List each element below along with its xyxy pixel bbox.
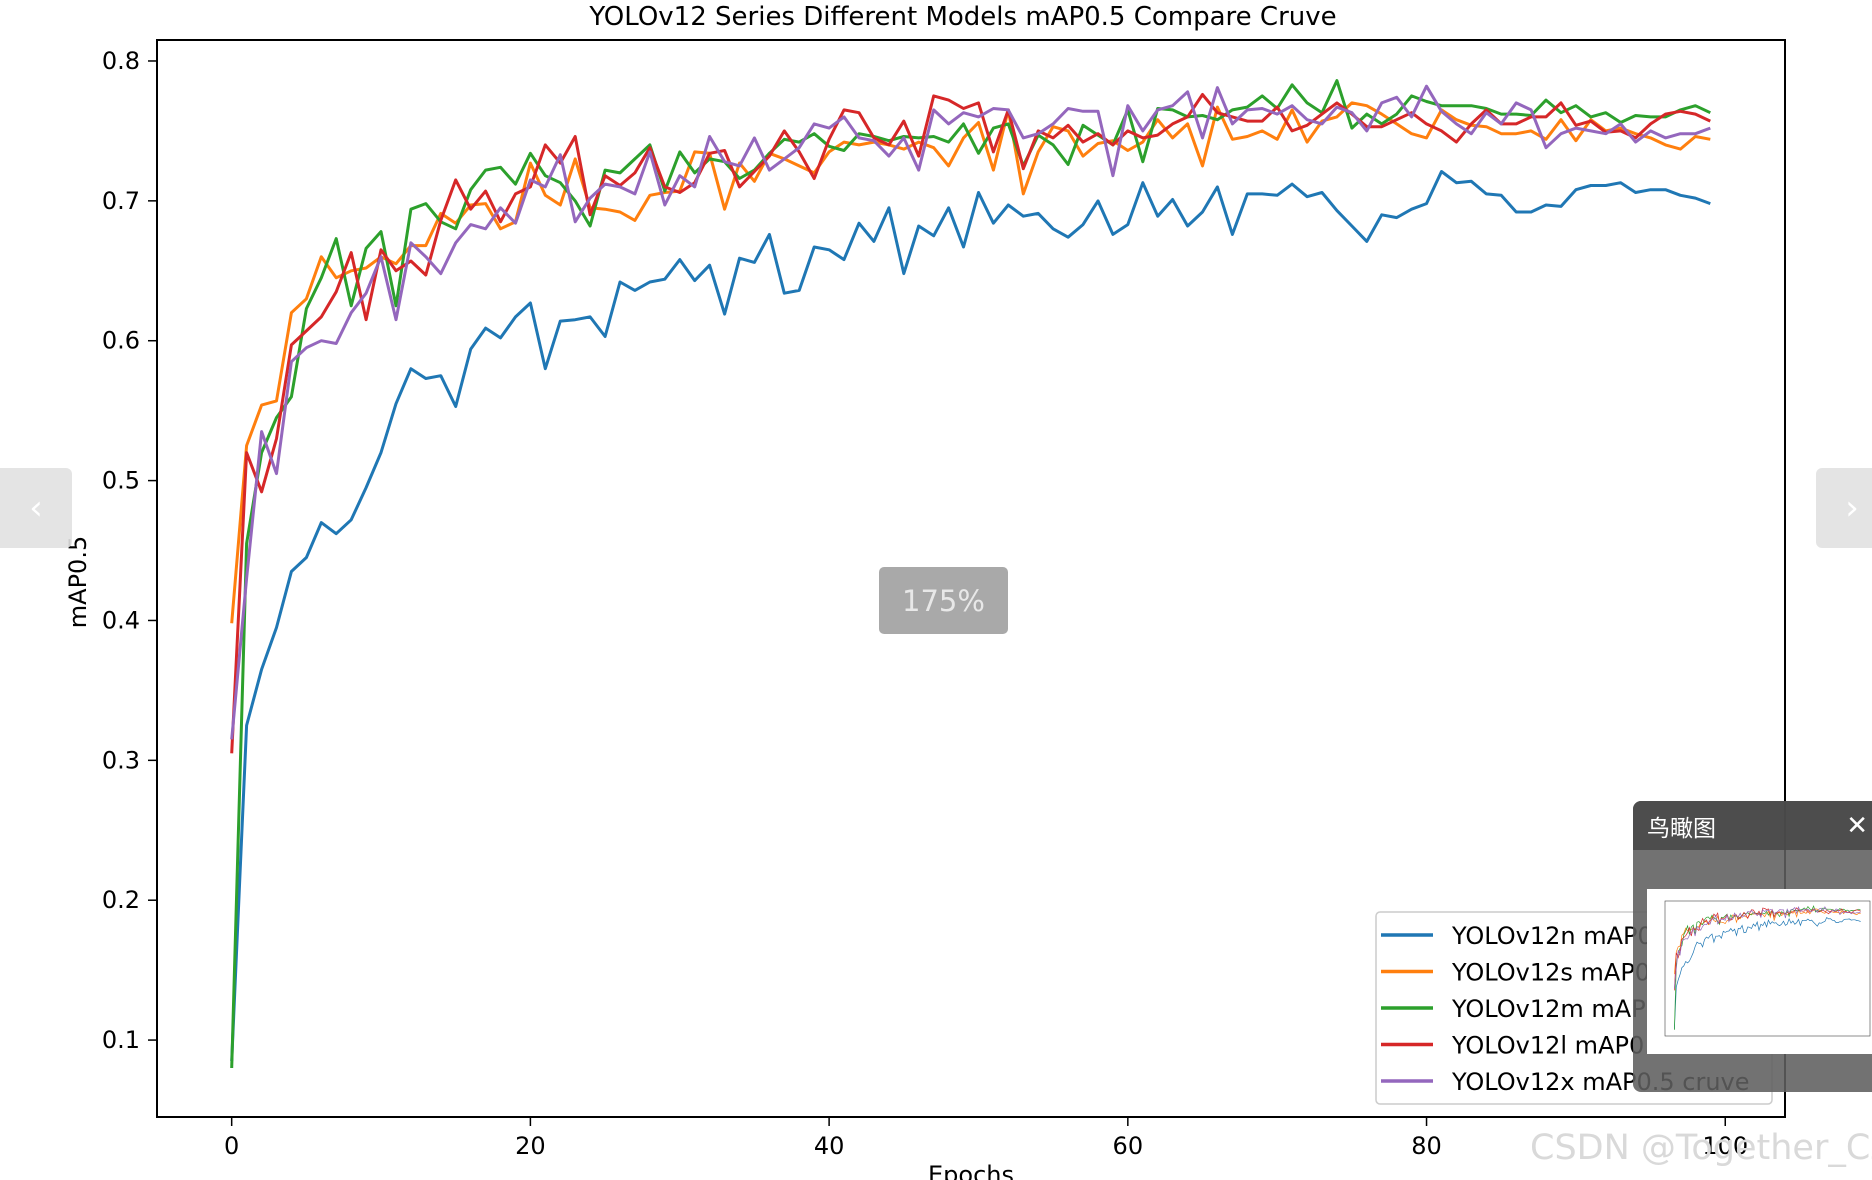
series-line [230,84,1711,740]
x-tick-label: 80 [1411,1132,1442,1160]
thumb-series-line [1674,916,1861,1030]
chevron-right-icon: › [1845,488,1859,528]
overview-header: 鸟瞰图 ✕ [1633,801,1872,850]
x-axis: 0 20 40 60 80 100 [224,1117,1748,1160]
overview-title: 鸟瞰图 [1647,815,1716,842]
chart-title: YOLOv12 Series Different Models mAP0.5 C… [588,2,1336,32]
y-axis-label: mAP0.5 [64,536,92,628]
x-tick-label: 40 [814,1132,845,1160]
y-tick-label: 0.5 [102,467,140,495]
thumb-series-line [1674,908,1861,975]
y-tick-label: 0.3 [102,746,140,774]
x-tick-label: 0 [224,1132,239,1160]
y-tick-label: 0.4 [102,606,140,634]
thumb-frame [1664,900,1871,1037]
close-icon[interactable]: ✕ [1846,810,1868,841]
next-image-button[interactable]: › [1816,468,1872,548]
x-tick-label: 20 [515,1132,546,1160]
y-tick-label: 0.6 [102,327,140,355]
thumb-series-line [1674,905,1861,989]
series-line [230,93,1711,754]
y-tick-label: 0.2 [102,886,140,914]
watermark: CSDN @Together_CZ [1530,1128,1872,1168]
chevron-left-icon: ‹ [29,488,43,528]
plot-frame [156,39,1786,1118]
series-layer [230,79,1711,1069]
overview-panel[interactable]: 鸟瞰图 ✕ [1633,801,1872,1092]
series-line [230,101,1711,624]
series-line [230,79,1711,1069]
x-tick-label: 100 [1702,1132,1748,1160]
y-axis: 0.1 0.2 0.3 0.4 0.5 0.6 0.7 0.8 [102,47,157,1054]
y-tick-label: 0.1 [102,1026,140,1054]
overview-thumbnail[interactable] [1647,889,1872,1054]
series-line [230,170,1711,1062]
zoom-level-badge: 175% [879,567,1008,634]
y-tick-label: 0.8 [102,47,140,75]
thumb-series-line [1674,905,1861,1030]
zoom-level-text: 175% [902,583,985,618]
x-axis-label: Epochs [928,1161,1014,1180]
y-tick-label: 0.7 [102,187,140,215]
thumb-series-line [1674,907,1861,991]
previous-image-button[interactable]: ‹ [0,468,72,548]
x-tick-label: 60 [1113,1132,1144,1160]
